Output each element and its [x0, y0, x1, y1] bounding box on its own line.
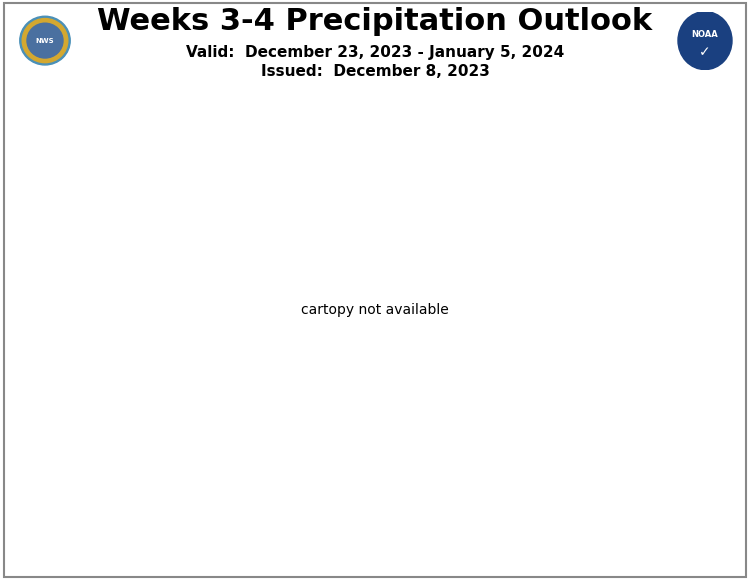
- Ellipse shape: [678, 12, 732, 70]
- Text: ✓: ✓: [699, 45, 711, 59]
- Text: NOAA: NOAA: [692, 30, 718, 39]
- Text: Issued:  December 8, 2023: Issued: December 8, 2023: [260, 64, 490, 79]
- Circle shape: [22, 19, 68, 63]
- Circle shape: [20, 16, 70, 65]
- Circle shape: [27, 23, 63, 58]
- Text: NWS: NWS: [36, 38, 54, 44]
- Text: cartopy not available: cartopy not available: [301, 303, 448, 317]
- Text: Weeks 3-4 Precipitation Outlook: Weeks 3-4 Precipitation Outlook: [98, 6, 652, 35]
- Text: Valid:  December 23, 2023 - January 5, 2024: Valid: December 23, 2023 - January 5, 20…: [186, 45, 564, 60]
